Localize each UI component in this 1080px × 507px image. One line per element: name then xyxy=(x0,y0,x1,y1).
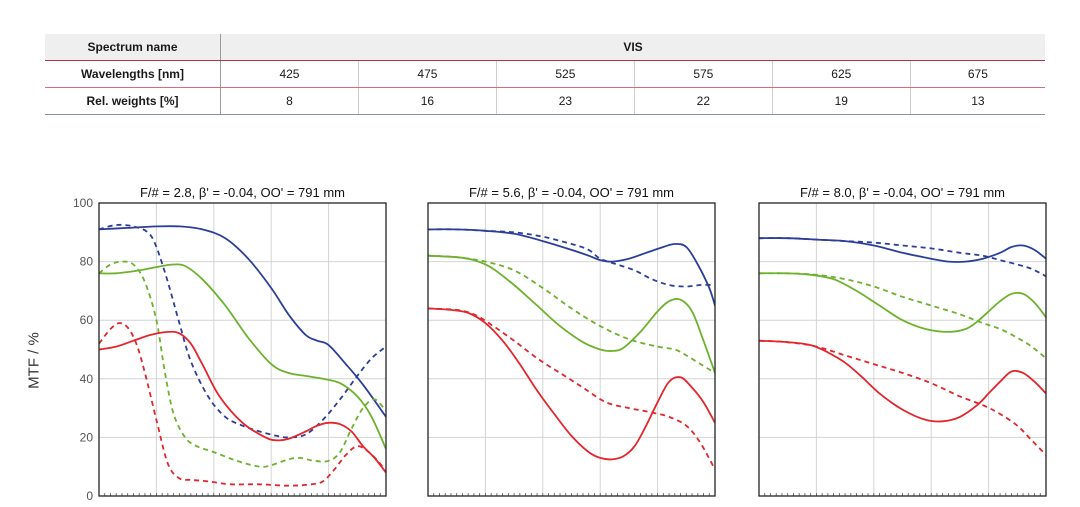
wavelength-cell: 575 xyxy=(634,60,773,88)
series-red-solid xyxy=(759,339,1046,423)
wavelength-cell: 525 xyxy=(496,60,635,88)
series-green-dashed xyxy=(99,260,386,468)
spectrum-name-value: VIS xyxy=(220,34,1045,61)
wavelength-cell: 675 xyxy=(910,60,1045,88)
series-blue-solid xyxy=(99,225,386,418)
table-row: Rel. weights [%] 8 16 23 22 19 13 xyxy=(45,87,1045,115)
series-green-solid xyxy=(99,263,386,450)
series-blue-dashed xyxy=(99,223,386,439)
y-tick-label: 100 xyxy=(73,196,93,210)
series-blue-dashed xyxy=(428,228,715,288)
row-label-spectrum-name: Spectrum name xyxy=(45,34,221,61)
wavelength-cell: 625 xyxy=(772,60,911,88)
y-tick-label: 60 xyxy=(80,313,94,327)
weight-cell: 23 xyxy=(496,87,635,115)
series-blue-solid xyxy=(428,228,715,306)
row-label-wavelengths: Wavelengths [nm] xyxy=(45,60,221,88)
series-red-dashed xyxy=(759,339,1046,456)
table-row: Spectrum name VIS xyxy=(45,34,1045,61)
plot-frame xyxy=(427,202,716,497)
row-label-rel-weights: Rel. weights [%] xyxy=(45,87,221,115)
series-red-solid xyxy=(99,330,386,474)
spectrum-table: Spectrum name VIS Wavelengths [nm] 425 4… xyxy=(45,34,1045,115)
mtf-chart-2: F/# = 5.6, β' = -0.04, OO' = 791 mm xyxy=(427,185,716,497)
y-tick-label: 0 xyxy=(86,489,93,503)
weight-cell: 16 xyxy=(358,87,497,115)
series-green-dashed xyxy=(428,254,715,374)
chart-title: F/# = 5.6, β' = -0.04, OO' = 791 mm xyxy=(469,185,674,200)
weight-cell: 22 xyxy=(634,87,773,115)
weight-cell: 8 xyxy=(220,87,359,115)
wavelength-cell: 475 xyxy=(358,60,497,88)
weight-cell: 19 xyxy=(772,87,911,115)
series-red-dashed xyxy=(99,322,386,487)
weight-cell: 13 xyxy=(910,87,1045,115)
wavelength-cell: 425 xyxy=(220,60,359,88)
series-green-dashed xyxy=(759,272,1046,359)
y-tick-label: 80 xyxy=(80,255,94,269)
series-red-dashed xyxy=(428,307,715,471)
chart-title: F/# = 8.0, β' = -0.04, OO' = 791 mm xyxy=(800,185,1005,200)
mtf-chart-3: F/# = 8.0, β' = -0.04, OO' = 791 mm xyxy=(758,185,1047,497)
series-red-solid xyxy=(428,307,715,461)
series-blue-dashed xyxy=(759,237,1046,278)
plot-frame xyxy=(758,202,1047,497)
mtf-chart-1: F/# = 2.8, β' = -0.04, OO' = 791 mm 0 20 40… xyxy=(73,185,387,503)
table-row: Wavelengths [nm] 425 475 525 575 625 675 xyxy=(45,60,1045,88)
series-green-solid xyxy=(759,272,1046,333)
chart-title: F/# = 2.8, β' = -0.04, OO' = 791 mm xyxy=(140,185,345,200)
series-green-solid xyxy=(428,254,715,374)
plot-frame xyxy=(98,202,387,497)
y-tick-label: 40 xyxy=(80,372,94,386)
y-tick-label: 20 xyxy=(80,430,94,444)
series-blue-solid xyxy=(759,237,1046,263)
